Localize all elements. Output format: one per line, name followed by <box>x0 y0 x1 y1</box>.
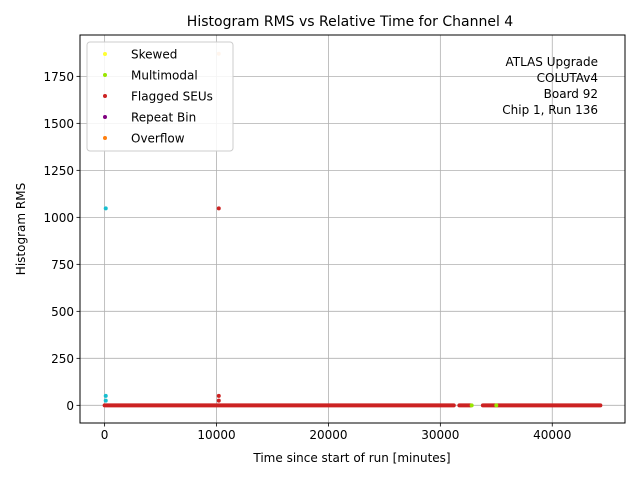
plot-frame <box>79 34 626 424</box>
data-point <box>103 206 108 211</box>
x-tick-label: 0 <box>101 428 109 442</box>
y-tick-label: 0 <box>66 399 74 413</box>
legend-marker <box>103 73 107 77</box>
x-tick-label: 20000 <box>309 428 347 442</box>
chart-title: Histogram RMS vs Relative Time for Chann… <box>187 14 513 30</box>
legend: Skewed Multimodal Flagged SEUs Repeat Bin Ov… <box>86 41 234 152</box>
axis-ticks: 0 10000 20000 30000 40000 0 250 500 750 1000 1250 1… <box>43 70 571 442</box>
legend-marker <box>103 115 107 119</box>
legend-label: Overflow <box>131 132 185 146</box>
x-tick-label: 40000 <box>533 428 571 442</box>
legend-marker <box>103 52 107 56</box>
y-tick-label: 500 <box>51 305 74 319</box>
legend-label: Flagged SEUs <box>131 90 213 104</box>
annotation-line: Board 92 <box>544 87 598 101</box>
legend-marker <box>103 94 107 98</box>
annotation-line: ATLAS Upgrade <box>505 55 598 69</box>
data-point <box>469 403 474 408</box>
data-point <box>103 393 108 398</box>
data-point <box>216 206 221 211</box>
x-axis-label: Time since start of run [minutes] <box>252 451 450 465</box>
legend-box <box>86 41 234 152</box>
annotation-line: COLUTAv4 <box>537 71 598 85</box>
y-tick-label: 250 <box>51 352 74 366</box>
x-tick-label: 10000 <box>197 428 235 442</box>
data-point <box>216 393 221 398</box>
y-axis-label: Histogram RMS <box>14 183 28 275</box>
legend-label: Multimodal <box>131 69 198 83</box>
x-tick-label: 30000 <box>421 428 459 442</box>
data-point <box>216 398 221 403</box>
legend-label: Skewed <box>131 48 177 62</box>
data-point <box>494 403 499 408</box>
run-annotation: ATLAS Upgrade COLUTAv4 Board 92 Chip 1, Run… <box>502 55 598 117</box>
y-tick-label: 1250 <box>43 164 74 178</box>
data-point <box>103 398 108 403</box>
y-tick-label: 1750 <box>43 70 74 84</box>
legend-label: Repeat Bin <box>131 111 196 125</box>
y-tick-label: 1500 <box>43 117 74 131</box>
grid-lines <box>80 35 625 423</box>
data-marks <box>102 51 603 408</box>
y-tick-label: 750 <box>51 258 74 272</box>
y-tick-label: 1000 <box>43 211 74 225</box>
legend-marker <box>103 136 107 140</box>
annotation-line: Chip 1, Run 136 <box>502 103 598 117</box>
